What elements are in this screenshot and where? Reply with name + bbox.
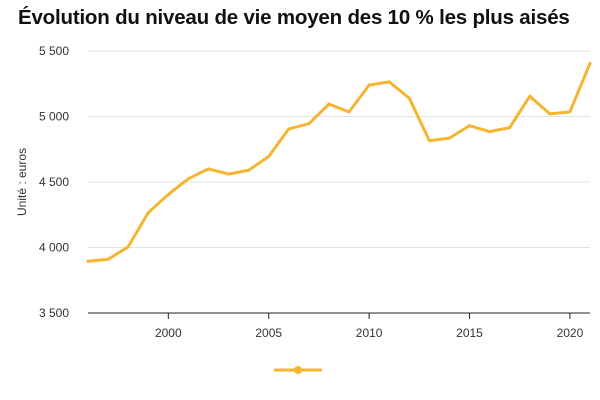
data-point — [367, 83, 371, 87]
data-point — [528, 94, 532, 98]
x-tick-label: 2000 — [155, 326, 182, 340]
data-point — [146, 211, 150, 215]
y-tick-labels: 3 500 4 000 4 500 5 000 5 500 — [39, 44, 69, 320]
data-point — [247, 168, 251, 172]
gridlines — [88, 50, 590, 248]
data-point — [508, 126, 512, 130]
y-tick-label: 4 500 — [39, 175, 69, 189]
legend — [274, 366, 322, 374]
data-point — [407, 96, 411, 100]
data-point — [327, 102, 331, 106]
data-point — [488, 130, 492, 134]
series-line — [86, 61, 592, 263]
x-tick-label: 2005 — [255, 326, 282, 340]
y-axis-label: Unité : euros — [15, 148, 29, 216]
data-point — [166, 192, 170, 196]
data-point — [267, 154, 271, 158]
data-point — [347, 110, 351, 114]
x-tick-label: 2015 — [456, 326, 483, 340]
data-point — [548, 112, 552, 116]
data-point — [387, 80, 391, 84]
legend-marker — [294, 366, 302, 374]
chart-title: Évolution du niveau de vie moyen des 10 … — [18, 6, 570, 29]
data-point — [468, 124, 472, 128]
y-tick-label: 3 500 — [39, 306, 69, 320]
data-point — [588, 61, 592, 65]
y-tick-label: 5 500 — [39, 44, 69, 58]
data-point — [126, 245, 130, 249]
x-tick-label: 2020 — [557, 326, 584, 340]
data-point — [186, 177, 190, 181]
data-point — [287, 127, 291, 131]
series-group — [86, 61, 592, 263]
x-tick-label: 2010 — [356, 326, 383, 340]
data-point — [106, 257, 110, 261]
data-point — [206, 167, 210, 171]
x-tick-labels: 2000 2005 2010 2015 2020 — [155, 313, 584, 340]
data-point — [307, 122, 311, 126]
data-point — [447, 136, 451, 140]
data-point — [427, 139, 431, 143]
data-point — [568, 110, 572, 114]
data-point — [86, 259, 90, 263]
y-tick-label: 4 000 — [39, 241, 69, 255]
y-tick-label: 5 000 — [39, 110, 69, 124]
data-point — [227, 172, 231, 176]
